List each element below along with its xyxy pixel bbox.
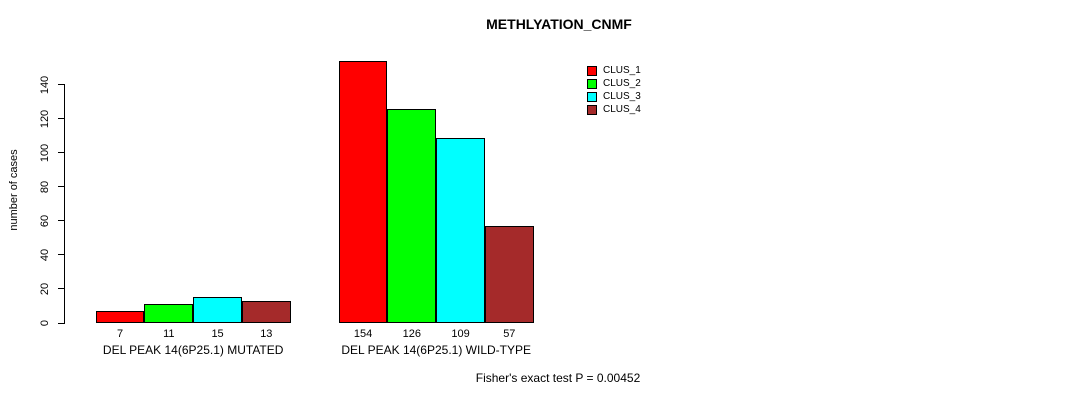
legend: CLUS_1 CLUS_2 CLUS_3 CLUS_4 — [587, 64, 641, 116]
y-tick-mark-40 — [58, 254, 65, 256]
bar-value-clus_4-group2: 57 — [503, 328, 516, 340]
bar-clus_3-group1 — [193, 297, 242, 323]
bar-value-clus_2-group2: 126 — [402, 328, 421, 340]
legend-swatch-clus_1 — [587, 65, 597, 76]
legend-label-clus_4: CLUS_4 — [603, 104, 641, 115]
bar-clus_1-group1 — [95, 311, 145, 323]
legend-swatch-clus_4 — [587, 104, 597, 115]
legend-label-clus_3: CLUS_3 — [603, 91, 641, 102]
bar-value-clus_3-group1: 15 — [211, 328, 224, 340]
bar-value-clus_1-group2: 154 — [353, 328, 373, 340]
y-tick-label-0: 0 — [39, 319, 51, 327]
bar-value-clus_2-group1: 11 — [163, 328, 175, 340]
y-tick-mark-120 — [58, 118, 65, 120]
bar-clus_1-group2 — [338, 61, 388, 323]
bar-clus_3-group2 — [436, 138, 485, 323]
legend-label-clus_2: CLUS_2 — [603, 78, 641, 89]
y-tick-mark-0 — [58, 322, 65, 324]
bar-clus_2-group1 — [144, 304, 194, 323]
y-tick-label-120: 120 — [39, 109, 51, 129]
y-tick-label-140: 140 — [39, 75, 51, 95]
bar-value-clus_3-group2: 109 — [451, 328, 470, 340]
x-category-label-2: DEL PEAK 14(6P25.1) WILD-TYPE — [341, 343, 532, 357]
legend-row-clus_2: CLUS_2 — [587, 77, 641, 90]
legend-row-clus_1: CLUS_1 — [587, 64, 641, 77]
legend-row-clus_4: CLUS_4 — [587, 103, 641, 116]
bar-value-clus_4-group1: 13 — [260, 328, 273, 340]
chart-title: METHLYATION_CNMF — [486, 16, 632, 32]
annotation-fisher-test: Fisher's exact test P = 0.00452 — [475, 371, 641, 385]
y-tick-label-100: 100 — [39, 143, 51, 163]
y-tick-label-20: 20 — [39, 282, 51, 296]
y-tick-label-40: 40 — [39, 248, 51, 262]
y-axis-line — [64, 85, 65, 323]
y-tick-label-60: 60 — [39, 214, 51, 228]
y-tick-mark-100 — [58, 152, 65, 154]
legend-swatch-clus_2 — [587, 78, 597, 89]
bar-value-clus_1-group1: 7 — [117, 328, 124, 340]
legend-row-clus_3: CLUS_3 — [587, 90, 641, 103]
y-tick-mark-60 — [58, 220, 65, 222]
bar-clus_2-group2 — [387, 109, 437, 323]
bar-clus_4-group2 — [484, 226, 534, 323]
y-tick-mark-140 — [58, 84, 65, 86]
x-category-label-1: DEL PEAK 14(6P25.1) MUTATED — [102, 343, 284, 357]
legend-swatch-clus_3 — [587, 91, 597, 102]
legend-label-clus_1: CLUS_1 — [603, 65, 641, 76]
y-tick-mark-20 — [58, 288, 65, 290]
bar-clus_4-group1 — [241, 301, 291, 323]
y-tick-mark-80 — [58, 186, 65, 188]
y-axis-label: number of cases — [8, 149, 20, 231]
y-tick-label-80: 80 — [39, 180, 51, 194]
